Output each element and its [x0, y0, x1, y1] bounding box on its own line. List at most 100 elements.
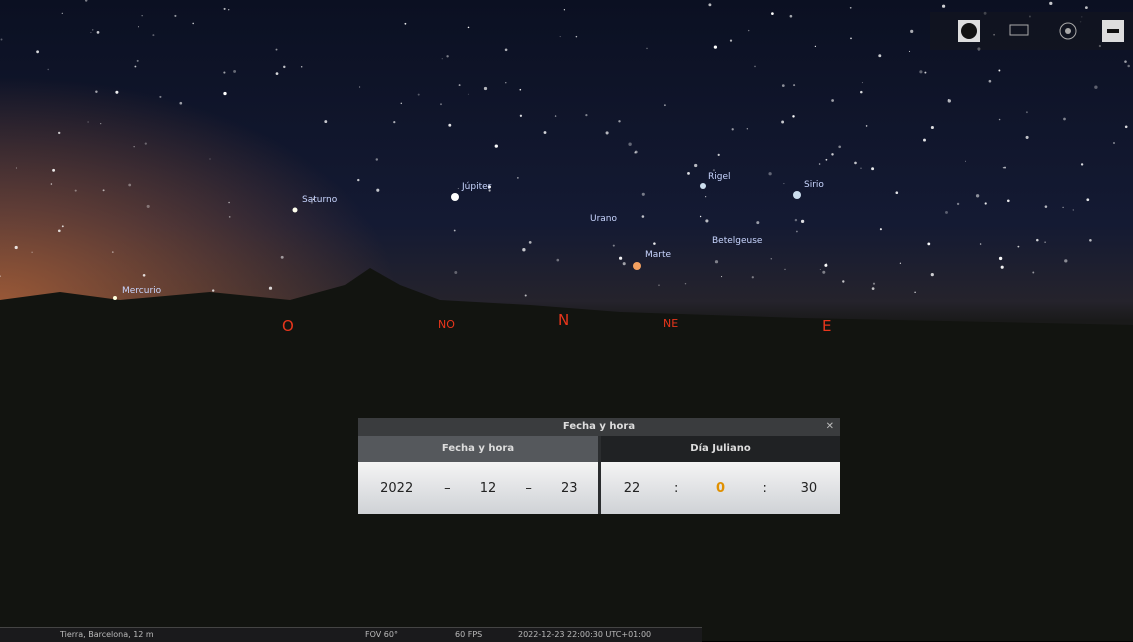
star: [784, 269, 785, 270]
star: [112, 251, 114, 253]
tab[interactable]: Fecha y hora: [358, 436, 598, 462]
sky-label: Sirio: [804, 180, 824, 190]
star: [642, 215, 645, 218]
star: [269, 287, 272, 290]
star: [484, 87, 487, 90]
sky-label: Saturno: [302, 195, 337, 205]
star: [1045, 205, 1048, 208]
star: [715, 260, 718, 263]
star: [831, 99, 834, 102]
star: [448, 124, 451, 127]
star: [1063, 118, 1066, 121]
star: [756, 221, 759, 224]
star: [520, 89, 522, 91]
star: [95, 91, 97, 93]
star: [147, 205, 150, 208]
star: [404, 23, 406, 25]
status-datetime: 2022-12-23 22:00:30 UTC+01:00: [518, 628, 651, 642]
star: [468, 94, 469, 95]
icon[interactable]: [1010, 25, 1028, 35]
cardinal: O: [282, 317, 294, 335]
star: [980, 243, 982, 245]
star: [522, 248, 525, 251]
star: [223, 72, 225, 74]
star: [100, 123, 101, 124]
star: [748, 30, 749, 31]
star: [75, 190, 77, 192]
star: [700, 183, 706, 189]
star: [1089, 239, 1092, 242]
star: [276, 72, 279, 75]
star: [919, 70, 922, 73]
star: [376, 158, 378, 160]
star: [718, 154, 720, 156]
star: [613, 245, 615, 247]
star: [838, 145, 841, 148]
star: [517, 177, 518, 178]
sky-label: Júpiter: [462, 182, 491, 192]
star: [1049, 2, 1052, 5]
cardinal: E: [822, 317, 831, 335]
sky-label: Betelgeuse: [712, 236, 762, 246]
star: [505, 82, 506, 83]
star: [782, 84, 785, 87]
minute-field[interactable]: 0: [700, 481, 740, 496]
star: [628, 143, 631, 146]
star: [976, 194, 979, 197]
star: [134, 66, 136, 68]
star: [138, 26, 139, 27]
star: [705, 219, 708, 222]
star: [623, 262, 626, 265]
star: [281, 256, 284, 259]
star: [301, 66, 303, 68]
star: [544, 131, 547, 134]
star: [866, 125, 868, 127]
star: [1064, 259, 1067, 262]
star: [440, 103, 442, 105]
star: [212, 289, 214, 291]
star: [948, 99, 951, 102]
star: [781, 121, 784, 124]
close-button[interactable]: ✕: [826, 418, 834, 436]
star: [1062, 207, 1063, 208]
star: [442, 58, 443, 59]
star: [822, 271, 825, 274]
star: [965, 161, 966, 162]
star: [145, 142, 147, 144]
star: [815, 46, 816, 47]
hour-field[interactable]: 22: [612, 481, 652, 496]
star: [16, 168, 17, 169]
day-field[interactable]: 23: [549, 481, 589, 496]
star: [1026, 111, 1028, 113]
star: [209, 158, 210, 159]
date-dialog: Fecha y hora✕ Fecha y hora Día Juliano 2…: [358, 418, 840, 514]
month-field[interactable]: 12: [468, 481, 508, 496]
star: [854, 162, 857, 165]
star: [1026, 136, 1029, 139]
star: [58, 229, 61, 232]
star: [1085, 6, 1088, 9]
page: Stellarium {"sky_labels":{"saturno":"Sat…: [0, 0, 1133, 641]
star: [801, 220, 804, 223]
star: [871, 167, 874, 170]
star: [564, 9, 565, 10]
star: [134, 146, 135, 147]
star: [152, 34, 154, 36]
star: [635, 151, 638, 154]
star: [142, 15, 143, 16]
star: [872, 287, 875, 290]
year-field[interactable]: 2022: [367, 481, 427, 496]
star: [52, 169, 55, 172]
star: [1004, 167, 1006, 169]
star: [714, 45, 717, 48]
star: [1017, 246, 1019, 248]
star: [179, 102, 182, 105]
star: [713, 169, 715, 171]
second-field[interactable]: 30: [789, 481, 829, 496]
star: [945, 211, 948, 214]
star: [92, 29, 93, 30]
star: [771, 258, 772, 259]
star: [229, 216, 231, 218]
tab[interactable]: Día Juliano: [601, 436, 840, 462]
star: [658, 284, 660, 286]
